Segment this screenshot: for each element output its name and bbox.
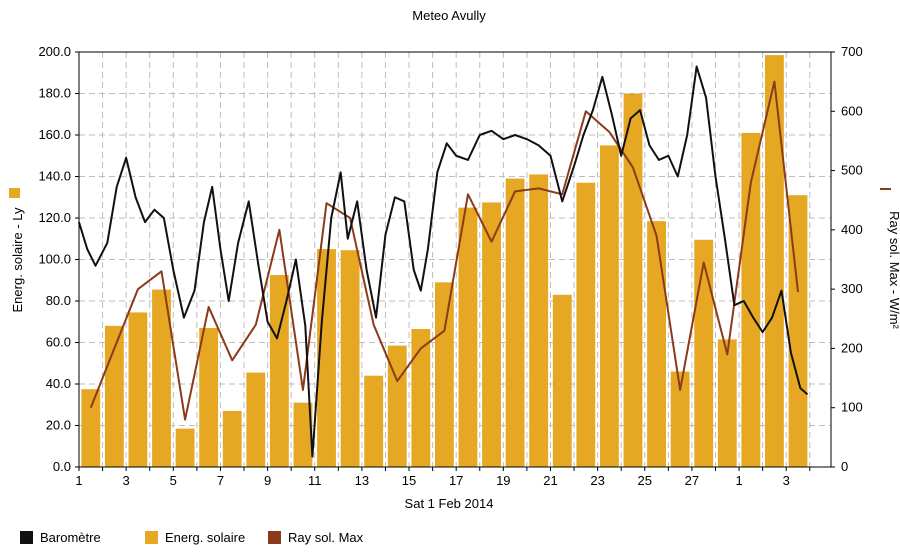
y-tick-left: 180.0 (38, 86, 71, 101)
y-tick-left: 40.0 (46, 376, 71, 391)
x-tick: 7 (217, 473, 224, 488)
x-tick: 23 (590, 473, 604, 488)
x-tick: 17 (449, 473, 463, 488)
y-tick-right: 100 (841, 400, 863, 415)
bar-energ-solaire (81, 389, 101, 467)
bar-energ-solaire (788, 195, 808, 468)
x-tick: 13 (355, 473, 369, 488)
y-tick-left: 0.0 (53, 459, 71, 474)
legend: Baromètre Energ. solaire Ray sol. Max (20, 530, 364, 545)
bar-energ-solaire (717, 339, 737, 467)
bar-energ-solaire (505, 178, 525, 467)
bar-energ-solaire (647, 221, 666, 467)
x-tick: 1 (735, 473, 742, 488)
legend-label-barometre: Baromètre (40, 530, 101, 545)
y-axis-left-label: Energ. solaire - Ly (10, 207, 25, 313)
y-tick-left: 100.0 (38, 252, 71, 267)
legend-swatch-barometre (20, 531, 33, 544)
legend-swatch-ray-sol-max (268, 531, 281, 544)
bar-energ-solaire (623, 93, 643, 467)
y-tick-right: 600 (841, 103, 863, 118)
x-axis-label: Sat 1 Feb 2014 (405, 496, 494, 511)
bar-energ-solaire (458, 207, 478, 467)
bar-energ-solaire (764, 55, 784, 468)
left-axis-legend-swatch (9, 188, 20, 198)
bars-layer (81, 55, 808, 468)
bar-energ-solaire (128, 312, 148, 467)
y-tick-right: 400 (841, 222, 863, 237)
y-tick-right: 200 (841, 340, 863, 355)
x-tick: 21 (543, 473, 557, 488)
bar-energ-solaire (364, 375, 384, 467)
bar-energ-solaire (246, 372, 266, 467)
legend-label-ray-sol-max: Ray sol. Max (288, 530, 364, 545)
bar-energ-solaire (199, 327, 219, 467)
y-tick-left: 140.0 (38, 169, 71, 184)
x-tick: 11 (308, 473, 322, 488)
bar-energ-solaire (694, 239, 714, 467)
bar-energ-solaire (269, 275, 289, 467)
y-tick-left: 200.0 (38, 44, 71, 59)
x-tick: 9 (264, 473, 271, 488)
legend-label-energ-solaire: Energ. solaire (165, 530, 245, 545)
x-tick: 25 (638, 473, 652, 488)
bar-energ-solaire (482, 202, 501, 467)
bar-energ-solaire (293, 402, 313, 467)
y-tick-right: 300 (841, 281, 863, 296)
bar-energ-solaire (340, 250, 360, 467)
bar-energ-solaire (670, 371, 690, 467)
y-tick-right: 700 (841, 44, 863, 59)
axes-layer: 0.0 20.0 40.0 60.0 80.0 100.0 120.0 140.0 160.0 1… (38, 44, 862, 488)
x-tick: 19 (496, 473, 510, 488)
x-tick: 1 (75, 473, 82, 488)
bar-energ-solaire (576, 182, 596, 467)
chart-title: Meteo Avully (412, 8, 486, 23)
bar-energ-solaire (529, 174, 549, 468)
bar-energ-solaire (317, 249, 336, 467)
x-tick: 3 (783, 473, 790, 488)
bar-energ-solaire (175, 428, 195, 467)
x-tick: 27 (685, 473, 699, 488)
lines-layer (78, 65, 809, 458)
right-axis-legend-swatch (880, 188, 891, 190)
bar-energ-solaire (599, 145, 619, 467)
bar-energ-solaire (222, 410, 242, 467)
y-tick-left: 160.0 (38, 127, 71, 142)
y-tick-right: 0 (841, 459, 848, 474)
x-tick: 5 (170, 473, 177, 488)
x-tick: 3 (123, 473, 130, 488)
x-tick: 15 (402, 473, 416, 488)
y-tick-right: 500 (841, 163, 863, 178)
y-tick-left: 80.0 (46, 293, 71, 308)
y-tick-left: 60.0 (46, 335, 71, 350)
y-tick-left: 20.0 (46, 418, 71, 433)
plot-frame (78, 51, 832, 468)
bar-energ-solaire (552, 294, 572, 467)
bar-energ-solaire (152, 289, 171, 467)
y-axis-right-label: Ray sol. Max - W/m² (887, 211, 900, 329)
legend-swatch-energ-solaire (145, 531, 158, 544)
bar-energ-solaire (434, 282, 454, 467)
y-tick-left: 120.0 (38, 210, 71, 225)
bar-energ-solaire (411, 329, 431, 467)
grid-layer (79, 51, 831, 467)
